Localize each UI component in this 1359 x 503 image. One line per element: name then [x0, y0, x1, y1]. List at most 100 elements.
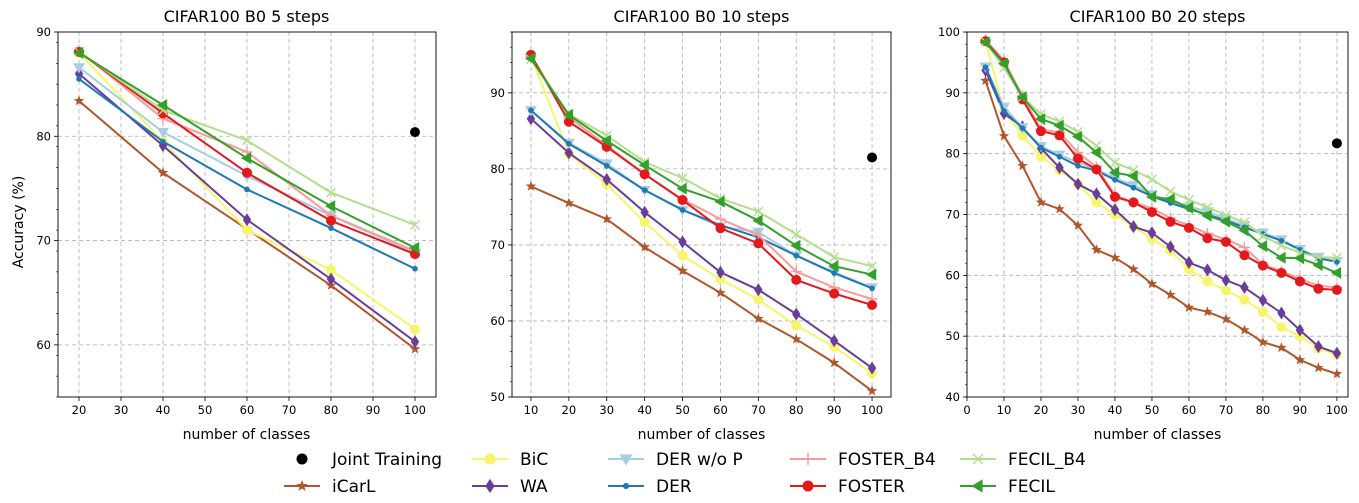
plot-frame: [511, 31, 892, 398]
data-point-wa: [326, 272, 336, 286]
data-point-wa: [678, 235, 687, 249]
y-tick-label: 60: [36, 338, 51, 352]
data-point-wa: [1221, 273, 1231, 287]
x-tick-label: 60: [713, 403, 728, 417]
legend-label: FECIL: [1008, 477, 1055, 497]
series-line-foster_b4: [530, 55, 873, 300]
y-tick-label: 50: [945, 329, 960, 343]
series-fecil_b4: [525, 54, 878, 272]
data-point-wa: [1203, 263, 1212, 277]
legend-item-joint: Joint Training: [296, 450, 442, 470]
data-point-bic: [1239, 294, 1250, 305]
data-point-foster: [1257, 260, 1268, 271]
data-point-der: [76, 76, 82, 82]
data-point-icarl: [1109, 252, 1121, 263]
data-point-wa: [1092, 187, 1101, 201]
data-point-wa: [564, 146, 574, 160]
data-point-foster: [1220, 236, 1231, 247]
legend-label: FECIL_B4: [1008, 450, 1086, 470]
data-point-icarl: [753, 313, 764, 324]
data-point-foster: [1202, 233, 1213, 244]
plot-frame: [57, 31, 437, 398]
series-line-der: [984, 66, 1338, 263]
series-line-fecil: [530, 58, 873, 276]
data-point-icarl: [1072, 219, 1084, 230]
legend-marker: [971, 479, 983, 493]
data-point-wa: [1184, 256, 1194, 270]
x-tick-label: 60: [240, 403, 255, 417]
data-point-fecil: [524, 52, 536, 65]
data-point-icarl: [563, 197, 575, 208]
data-point-icarl: [866, 385, 878, 396]
data-point-der: [566, 140, 572, 147]
x-tick-label: 70: [751, 403, 766, 417]
data-point-bic: [1017, 130, 1028, 141]
x-tick-label: 40: [637, 403, 652, 417]
legend-marker: [296, 479, 308, 491]
data-point-der: [244, 186, 250, 193]
data-point-icarl: [1091, 244, 1102, 255]
y-tick-label: 70: [490, 238, 505, 252]
x-tick-label: 90: [1293, 403, 1308, 417]
x-tick-label: 40: [156, 403, 171, 417]
y-tick-label: 60: [945, 268, 960, 282]
data-point-fecil_b4: [326, 187, 336, 198]
y-tick-label: 90: [36, 25, 51, 39]
series-fecil: [73, 46, 420, 254]
data-point-fecil: [979, 36, 990, 49]
data-point-bic: [1035, 151, 1046, 162]
x-axis-label: number of classes: [183, 427, 311, 443]
data-point-fecil: [1034, 112, 1046, 125]
legend-marker: [619, 454, 633, 466]
data-point-icarl: [791, 333, 802, 344]
data-point-icarl: [1294, 354, 1306, 365]
series-icarl: [980, 75, 1343, 379]
series-line-der_wop: [530, 109, 873, 289]
series-line-der: [530, 109, 873, 290]
data-point-fecil: [1145, 190, 1157, 203]
data-point-der: [1075, 163, 1081, 169]
data-point-wa: [410, 335, 420, 349]
data-point-foster: [242, 167, 252, 178]
series-foster_b4: [979, 34, 1343, 293]
data-point-der: [831, 270, 837, 276]
data-point-wa: [1258, 293, 1268, 307]
chart-panel-5-steps: CIFAR100 B0 5 steps number of classes Ac…: [11, 7, 437, 443]
data-point-icarl: [1128, 263, 1139, 274]
series-line-wa: [984, 69, 1338, 355]
x-tick-label: 10: [524, 403, 539, 417]
y-tick-label: 80: [945, 147, 960, 161]
legend-item-der_wop: DER w/o P: [608, 450, 743, 470]
legend: Joint Training iCarL BiC WA DER w/o P DER FOST…: [284, 450, 1086, 497]
data-point-wa: [602, 173, 611, 187]
data-point-wa: [1129, 220, 1138, 234]
data-point-wa: [158, 139, 168, 153]
x-tick-label: 0: [963, 403, 970, 417]
y-tick-label: 60: [490, 314, 505, 328]
data-point-der: [160, 138, 166, 145]
x-tick-label: 30: [1071, 403, 1086, 417]
legend-label: DER: [656, 477, 692, 497]
data-point-wa: [1240, 281, 1249, 294]
data-point-fecil_b4: [1257, 230, 1268, 241]
data-point-wa: [640, 205, 649, 219]
data-point-wa: [1314, 340, 1323, 354]
series-group: [524, 49, 879, 396]
data-point-fecil: [638, 159, 649, 172]
x-tick-label: 70: [282, 403, 297, 417]
data-point-joint-training: [1331, 138, 1342, 149]
x-tick-label: 90: [827, 403, 842, 417]
data-point-foster: [639, 169, 650, 180]
data-point-fecil: [1053, 119, 1064, 132]
data-point-foster: [867, 299, 878, 310]
y-axis-label: Accuracy (%): [11, 176, 27, 269]
data-point-foster: [753, 238, 764, 249]
data-point-icarl: [1239, 324, 1250, 335]
data-point-icarl: [1313, 362, 1324, 373]
data-point-fecil: [325, 200, 336, 213]
x-tick-label: 80: [789, 403, 804, 417]
data-point-icarl: [639, 241, 650, 252]
data-point-der: [528, 107, 534, 114]
x-tick-label: 90: [366, 403, 381, 417]
